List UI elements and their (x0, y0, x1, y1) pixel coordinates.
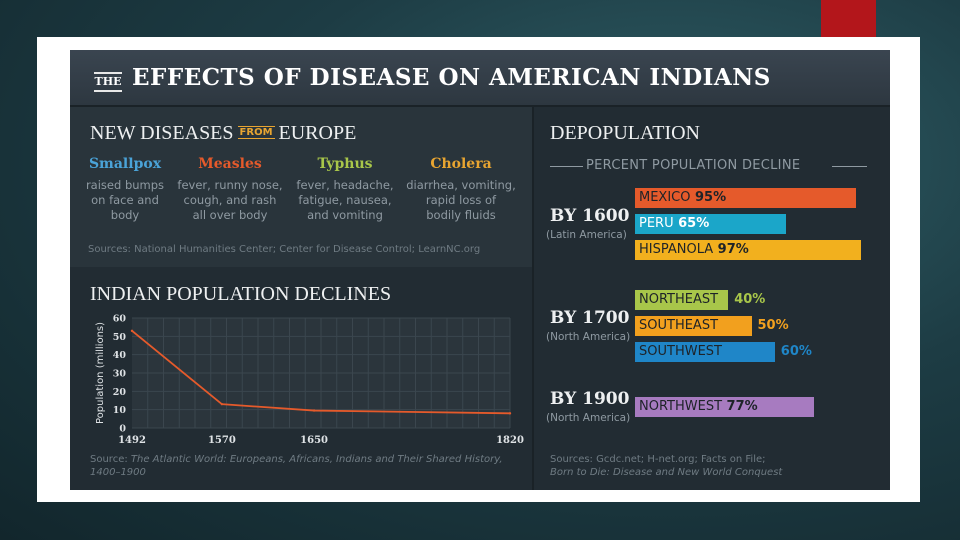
bar-northeast (635, 290, 729, 310)
y-tick-label: 0 (119, 424, 126, 435)
disease-name: Smallpox (88, 156, 162, 172)
population-source: Source: The Atlantic World: Europeans, A… (90, 453, 510, 479)
disease-name: Measles (198, 156, 262, 172)
population-source-title: The Atlantic World: Europeans, Africans,… (130, 454, 503, 465)
population-chart: 0 10 20 30 40 50 60 1492 1570 1650 1820 Population … (95, 314, 524, 446)
diseases-heading: NEW DISEASES FROM EUROPE (90, 122, 356, 145)
disease-desc: fever, headache, fatigue, nausea, and vo… (296, 178, 394, 222)
depopulation-source-line2: Born to Die: Disease and New World Conqu… (550, 467, 783, 478)
page-title: EFFECTS OF DISEASE ON AMERICAN INDIANS (132, 64, 771, 91)
bar-value: 65% (673, 216, 710, 231)
subheading-rule-right (832, 166, 867, 167)
depopulation-source: Sources: Gcdc.net; H-net.org; Facts on F… (550, 453, 870, 479)
diseases-panel (70, 107, 532, 267)
infographic: THE EFFECTS OF DISEASE ON AMERICAN INDIA… (70, 50, 890, 490)
y-tick-label: 30 (113, 369, 127, 380)
y-axis-label: Population (millions) (95, 322, 106, 424)
column-divider (532, 107, 534, 490)
group-sublabel: (North America) (546, 412, 631, 424)
x-tick-label: 1492 (118, 435, 146, 445)
diseases-source: Sources: National Humanities Center; Cen… (88, 244, 481, 255)
group-sublabel: (North America) (546, 331, 631, 343)
bar-southeast (635, 316, 752, 336)
bar-label: NORTHWEST 77% (639, 399, 758, 414)
bar-southwest (635, 342, 775, 362)
disease-typhus: Typhus fever, headache, fatigue, nausea,… (290, 156, 400, 223)
x-tick-label: 1570 (208, 435, 236, 445)
group-sublabel: (Latin America) (546, 229, 627, 241)
title-bar: THE EFFECTS OF DISEASE ON AMERICAN INDIA… (70, 50, 890, 107)
population-source-prefix: Source: (90, 454, 131, 465)
disease-smallpox: Smallpox raised bumps on face and body (70, 156, 180, 223)
depopulation-subheading: PERCENT POPULATION DECLINE (586, 158, 801, 173)
population-heading: INDIAN POPULATION DECLINES (90, 283, 392, 305)
disease-cholera: Cholera diarrhea, vomiting, rapid loss o… (406, 156, 516, 223)
bar-label: SOUTHEAST (639, 318, 719, 333)
x-tick-label: 1650 (300, 435, 328, 445)
population-point (312, 409, 316, 412)
group-label: BY 1900 (550, 389, 630, 409)
y-tick-label: 10 (113, 405, 127, 416)
population-point (220, 402, 224, 406)
bar-mexico (635, 188, 857, 208)
group-label: BY 1700 (550, 308, 630, 328)
diseases-heading-right: EUROPE (278, 122, 357, 144)
from-badge: FROM (237, 125, 275, 139)
disease-measles: Measles fever, runny nose, cough, and ra… (175, 156, 285, 223)
group-label: BY 1600 (550, 206, 630, 226)
bar-label: NORTHEAST (639, 292, 719, 307)
y-tick-label: 20 (113, 387, 127, 398)
bar-northwest (635, 397, 815, 417)
bar-label: PERU 65% (639, 216, 710, 231)
bar-label: SOUTHWEST (639, 344, 722, 359)
bar-value: 60% (780, 344, 812, 359)
disease-desc: raised bumps on face and body (85, 178, 165, 222)
bar-label: MEXICO 95% (639, 190, 727, 205)
population-line (131, 330, 511, 415)
depopulation-heading: DEPOPULATION (550, 122, 700, 144)
diseases-heading-left: NEW DISEASES (90, 122, 234, 144)
population-point (508, 412, 512, 415)
title-badge: THE (94, 72, 122, 92)
bar-value: 77% (722, 399, 758, 414)
x-tick-label: 1820 (496, 435, 524, 445)
bar-label: HISPANOLA 97% (639, 242, 749, 257)
bar-value: 40% (734, 292, 766, 307)
disease-desc: fever, runny nose, cough, and rash all o… (177, 178, 283, 222)
disease-name: Cholera (430, 156, 492, 172)
disease-name: Typhus (317, 156, 373, 172)
bar-peru (635, 214, 787, 234)
y-tick-label: 50 (113, 332, 127, 343)
bar-hispanola (635, 240, 861, 260)
bar-value: 50% (757, 318, 789, 333)
population-point (130, 329, 134, 333)
y-tick-label: 40 (113, 350, 127, 361)
y-tick-label: 60 (113, 314, 127, 325)
bar-value: 97% (713, 242, 749, 257)
population-source-years: 1400–1900 (90, 467, 146, 478)
depopulation-source-line1: Sources: Gcdc.net; H-net.org; Facts on F… (550, 454, 766, 465)
subheading-rule-left (550, 166, 583, 167)
disease-desc: diarrhea, vomiting, rapid loss of bodily… (406, 178, 516, 222)
bar-value: 95% (690, 190, 727, 205)
